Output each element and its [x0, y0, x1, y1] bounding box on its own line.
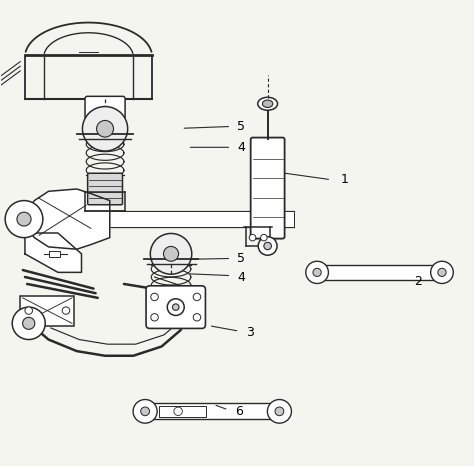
- Polygon shape: [145, 404, 279, 419]
- Circle shape: [82, 107, 128, 151]
- Polygon shape: [317, 265, 442, 280]
- Text: 4: 4: [237, 270, 245, 283]
- Bar: [70, 211, 293, 227]
- Text: 5: 5: [237, 120, 245, 133]
- Circle shape: [306, 261, 328, 283]
- Ellipse shape: [258, 97, 277, 110]
- Circle shape: [17, 212, 31, 226]
- Circle shape: [249, 234, 256, 241]
- Circle shape: [431, 261, 453, 283]
- Circle shape: [275, 407, 284, 416]
- Circle shape: [12, 307, 45, 340]
- Circle shape: [133, 399, 157, 423]
- Text: 5: 5: [237, 252, 245, 265]
- Circle shape: [193, 314, 201, 321]
- Circle shape: [151, 293, 158, 301]
- Circle shape: [25, 307, 33, 314]
- Circle shape: [313, 268, 321, 276]
- Bar: [20, 295, 74, 326]
- Circle shape: [264, 242, 272, 250]
- Text: 3: 3: [246, 326, 254, 339]
- FancyBboxPatch shape: [146, 286, 205, 329]
- Bar: [48, 251, 60, 257]
- Circle shape: [164, 247, 179, 261]
- Circle shape: [261, 234, 267, 241]
- Polygon shape: [25, 233, 82, 272]
- Circle shape: [5, 200, 43, 238]
- Text: 4: 4: [237, 141, 245, 154]
- Text: 1: 1: [341, 173, 348, 186]
- Circle shape: [174, 407, 182, 416]
- FancyBboxPatch shape: [85, 96, 125, 119]
- Circle shape: [97, 120, 114, 137]
- FancyBboxPatch shape: [88, 173, 122, 205]
- Circle shape: [167, 299, 184, 315]
- Circle shape: [23, 317, 35, 329]
- FancyBboxPatch shape: [251, 137, 284, 239]
- Circle shape: [173, 304, 179, 310]
- Circle shape: [141, 407, 149, 416]
- Circle shape: [150, 233, 192, 274]
- Ellipse shape: [263, 100, 273, 108]
- Circle shape: [267, 399, 292, 423]
- Circle shape: [193, 293, 201, 301]
- Polygon shape: [23, 189, 110, 249]
- Text: 6: 6: [235, 405, 243, 418]
- Text: 2: 2: [414, 275, 421, 288]
- Bar: [159, 406, 206, 417]
- Circle shape: [62, 307, 70, 314]
- Circle shape: [151, 314, 158, 321]
- Circle shape: [258, 237, 277, 255]
- Circle shape: [438, 268, 446, 276]
